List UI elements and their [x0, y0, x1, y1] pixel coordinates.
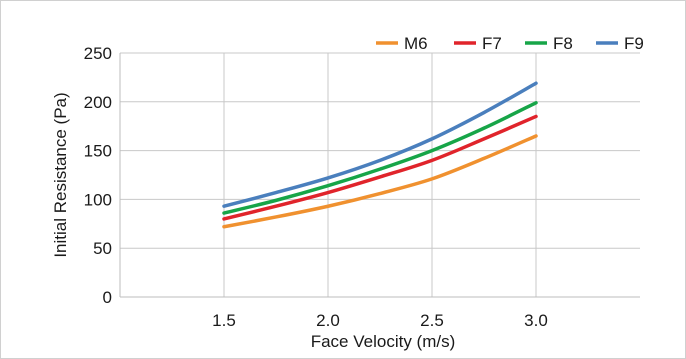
y-tick-labels: 0 50 100 150 200 250: [84, 44, 112, 307]
y-tick-label: 0: [103, 288, 112, 307]
y-tick-label: 200: [84, 93, 112, 112]
y-tick-label: 50: [93, 239, 112, 258]
series-line-f7: [222, 114, 538, 221]
y-tick-label: 250: [84, 44, 112, 63]
series-line-f8: [222, 101, 538, 215]
y-axis-label: Initial Resistance (Pa): [51, 92, 70, 257]
legend-label-f9: F9: [624, 34, 644, 53]
x-tick-labels: 1.5 2.0 2.5 3.0: [212, 311, 548, 330]
x-tick-label: 3.0: [524, 311, 548, 330]
x-tick-label: 2.0: [316, 311, 340, 330]
y-tick-label: 150: [84, 142, 112, 161]
legend-label-f7: F7: [482, 34, 502, 53]
legend-label-f8: F8: [553, 34, 573, 53]
legend-label-m6: M6: [404, 34, 428, 53]
series-line-m6: [222, 134, 538, 229]
legend: M6 F7 F8 F9: [376, 34, 644, 53]
y-tick-label: 100: [84, 190, 112, 209]
grid-lines: [120, 52, 640, 297]
series-lines: [222, 81, 538, 229]
x-tick-label: 2.5: [420, 311, 444, 330]
series-line-f9: [222, 81, 538, 208]
x-axis-label: Face Velocity (m/s): [311, 332, 456, 351]
x-tick-label: 1.5: [212, 311, 236, 330]
axes: [119, 53, 640, 298]
